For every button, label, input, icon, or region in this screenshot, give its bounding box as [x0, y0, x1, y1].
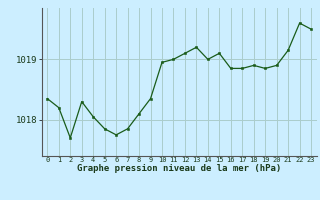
X-axis label: Graphe pression niveau de la mer (hPa): Graphe pression niveau de la mer (hPa) [77, 164, 281, 173]
